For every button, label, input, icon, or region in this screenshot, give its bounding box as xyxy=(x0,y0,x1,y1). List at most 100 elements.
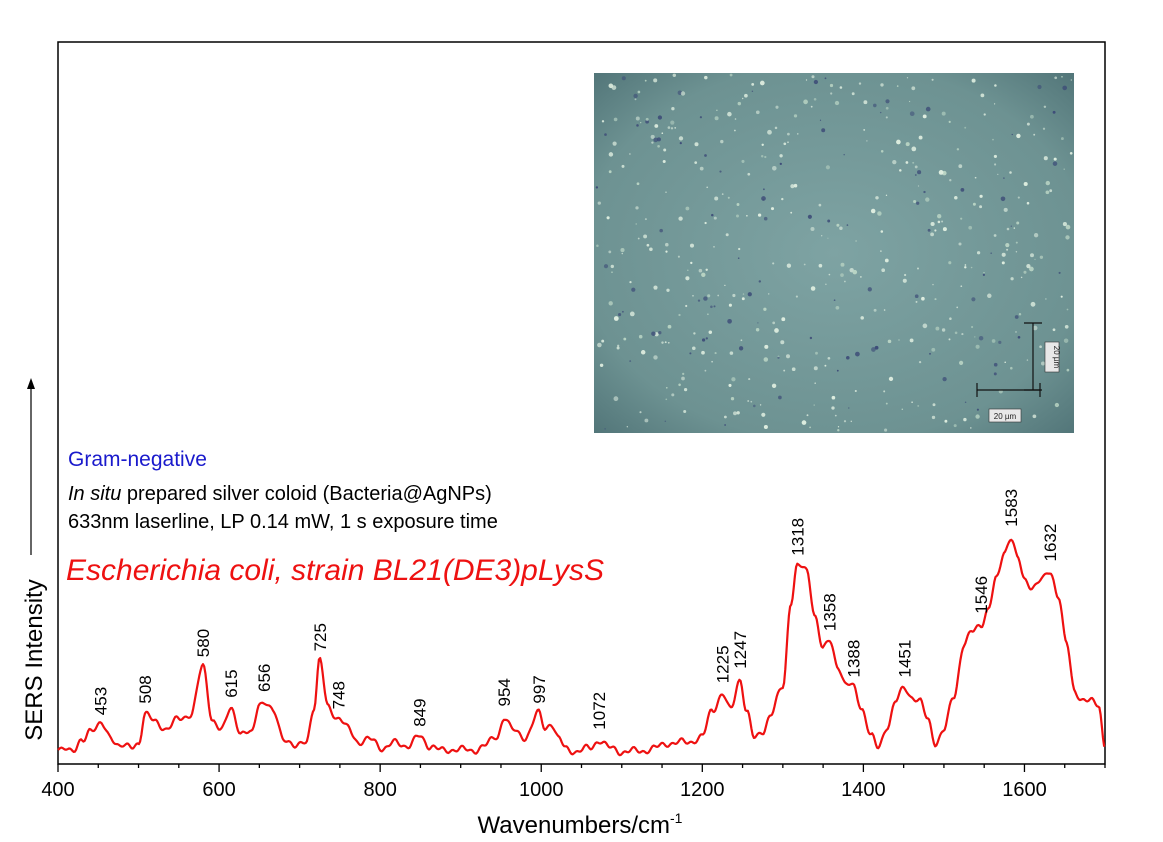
inset-particle xyxy=(1017,196,1020,199)
inset-particle xyxy=(704,154,707,157)
inset-particle xyxy=(805,79,808,81)
inset-particle xyxy=(613,117,618,122)
inset-particle xyxy=(694,161,698,164)
inset-particle xyxy=(835,305,840,310)
inset-particle xyxy=(608,152,614,157)
preparation-label: In situ prepared silver coloid (Bacteria… xyxy=(68,483,492,505)
inset-particle xyxy=(937,214,942,219)
inset-particle xyxy=(1015,331,1017,333)
inset-particle xyxy=(971,297,976,302)
inset-particle xyxy=(917,404,920,407)
inset-particle xyxy=(934,298,937,301)
inset-particle xyxy=(677,255,680,258)
inset-particle xyxy=(736,203,740,206)
inset-particle xyxy=(959,360,964,365)
inset-particle xyxy=(779,154,783,158)
inset-particle xyxy=(760,155,764,158)
inset-particle xyxy=(783,369,786,372)
inset-particle xyxy=(596,244,599,247)
inset-particle xyxy=(937,220,941,224)
peak-label-1247: 1247 xyxy=(731,631,750,669)
inset-particle xyxy=(791,367,796,372)
inset-particle xyxy=(635,116,640,121)
inset-particle xyxy=(636,182,640,186)
inset-particle xyxy=(679,142,682,145)
inset-particle xyxy=(1030,114,1034,119)
inset-particle xyxy=(1060,137,1064,141)
inset-particle xyxy=(763,188,765,191)
inset-particle xyxy=(993,234,997,237)
inset-particle xyxy=(744,93,748,98)
inset-particle xyxy=(871,347,876,352)
inset-particle xyxy=(875,196,879,200)
inset-particle xyxy=(1066,308,1069,311)
inset-particle xyxy=(635,223,637,225)
inset-particle xyxy=(908,100,911,103)
inset-particle xyxy=(964,264,967,266)
inset-particle xyxy=(1037,84,1042,90)
inset-particle xyxy=(681,376,685,381)
inset-particle xyxy=(786,263,792,268)
inset-particle xyxy=(825,283,827,286)
inset-particle xyxy=(713,305,716,308)
inset-particle xyxy=(763,424,768,430)
inset-particle xyxy=(914,165,918,169)
inset-particle xyxy=(670,120,675,125)
inset-particle xyxy=(771,383,777,388)
inset-particle xyxy=(960,217,963,220)
inset-particle xyxy=(714,116,719,121)
inset-particle xyxy=(727,111,732,117)
inset-particle xyxy=(881,268,886,273)
inset-particle xyxy=(644,218,647,221)
inset-particle xyxy=(1001,261,1005,265)
peak-label-997: 997 xyxy=(530,675,549,703)
inset-particle xyxy=(1016,221,1020,225)
inset-particle xyxy=(1039,255,1044,259)
inset-particle xyxy=(597,342,602,348)
inset-particle xyxy=(706,186,709,189)
inset-particle xyxy=(846,224,849,226)
inset-particle xyxy=(990,252,993,255)
inset-particle xyxy=(621,252,624,255)
inset-particle xyxy=(844,280,846,283)
inset-particle xyxy=(1043,156,1048,161)
inset-particle xyxy=(1034,258,1036,261)
inset-particle xyxy=(911,401,913,403)
x-tick-label: 800 xyxy=(363,779,396,801)
inset-particle xyxy=(790,211,793,214)
inset-particle xyxy=(599,363,604,368)
inset-particle xyxy=(1029,266,1034,272)
inset-particle xyxy=(831,395,836,400)
inset-particle xyxy=(704,75,708,80)
inset-particle xyxy=(974,336,976,338)
inset-particle xyxy=(705,337,708,340)
inset-particle xyxy=(643,234,648,239)
inset-particle xyxy=(770,207,775,211)
inset-particle xyxy=(665,386,668,389)
inset-particle xyxy=(639,411,642,414)
inset-particle xyxy=(921,296,925,301)
inset-particle xyxy=(914,294,919,299)
x-axis-title-sup: -1 xyxy=(670,810,683,826)
inset-particle xyxy=(1045,298,1047,300)
inset-particle xyxy=(736,411,740,415)
inset-particle xyxy=(931,78,934,81)
inset-particle xyxy=(987,293,992,299)
inset-particle xyxy=(689,352,692,355)
inset-particle xyxy=(1045,190,1050,195)
inset-particle xyxy=(1023,270,1027,274)
inset-particle xyxy=(665,242,669,247)
inset-particle xyxy=(954,195,958,200)
inset-particle xyxy=(948,261,952,265)
inset-particle xyxy=(834,414,837,417)
inset-particle xyxy=(941,111,946,116)
inset-particle xyxy=(958,164,963,169)
organism-label: Escherichia coli, strain BL21(DE3)pLysS xyxy=(66,554,604,587)
inset-particle xyxy=(777,356,780,359)
inset-particle xyxy=(636,124,639,127)
inset-particle xyxy=(840,262,845,267)
inset-particle xyxy=(843,420,847,423)
inset-particle xyxy=(604,428,606,430)
inset-particle xyxy=(774,328,779,333)
inset-particle xyxy=(813,404,815,406)
